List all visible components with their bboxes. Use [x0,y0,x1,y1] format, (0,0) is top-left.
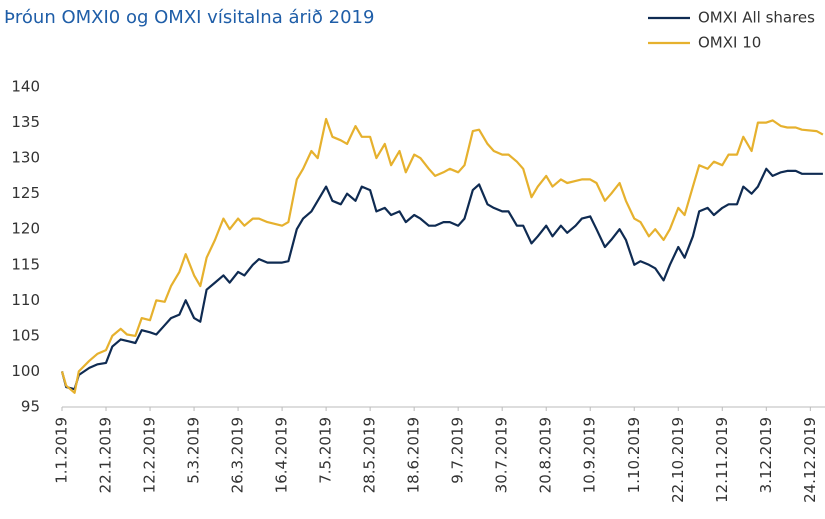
x-tick-label: 28.5.2019 [361,417,379,493]
series-line [60,167,823,391]
y-tick-label: 130 [11,149,40,167]
y-tick-label: 115 [11,255,40,273]
y-tick-label: 105 [11,326,40,344]
y-tick-label: 110 [11,291,40,309]
x-tick-label: 1.10.2019 [625,417,643,493]
x-tick-label: 5.3.2019 [185,417,203,484]
x-tick-label: 3.12.2019 [757,417,775,493]
y-tick-label: 125 [11,184,40,202]
x-tick-label: 26.3.2019 [229,417,247,493]
x-tick-label: 10.9.2019 [581,417,599,493]
x-tick-label: 7.5.2019 [317,417,335,484]
legend-label: OMXI All shares [698,9,815,27]
x-tick-label: 20.8.2019 [537,417,555,493]
x-tick-label: 12.11.2019 [713,417,731,503]
y-tick-label: 95 [21,398,40,416]
x-tick-label: 9.7.2019 [449,417,467,484]
x-tick-label: 1.1.2019 [53,417,71,484]
y-tick-label: 135 [11,113,40,131]
x-tick-label: 22.10.2019 [669,417,687,503]
x-tick-label: 16.4.2019 [273,417,291,493]
legend-label: OMXI 10 [698,34,761,52]
y-tick-label: 100 [11,362,40,380]
x-tick-label: 24.12.2019 [801,417,819,503]
y-tick-label: 120 [11,220,40,238]
y-tick-label: 140 [11,78,40,96]
x-tick-label: 22.1.2019 [97,417,115,493]
x-tick-label: 30.7.2019 [493,417,511,493]
x-tick-label: 12.2.2019 [141,417,159,493]
x-tick-label: 18.6.2019 [405,417,423,493]
chart-title: Þróun OMXI0 og OMXI vísitalna árið 2019 [4,7,374,28]
series-line [60,117,824,394]
